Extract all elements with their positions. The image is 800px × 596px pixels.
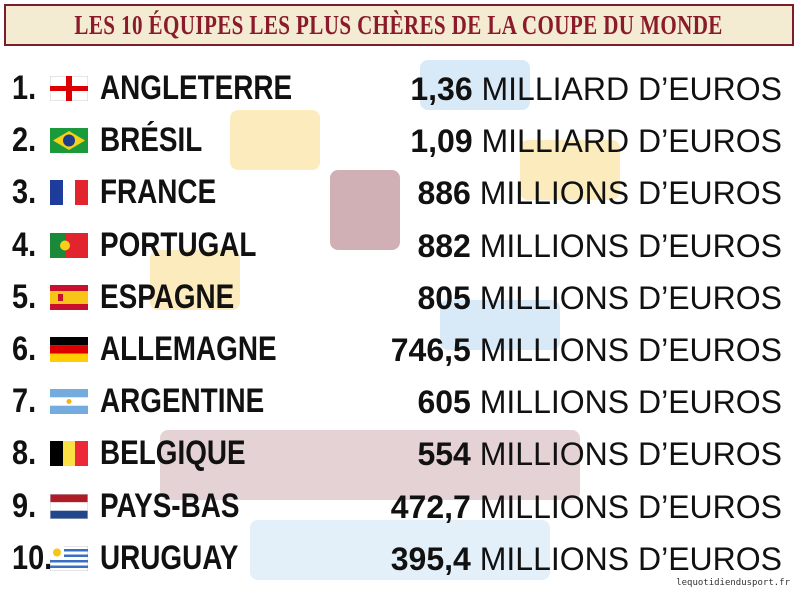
country-name: ARGENTINE <box>100 382 265 421</box>
rank: 7. <box>12 382 37 421</box>
list-row: 4. PORTUGAL 882 MILLIONS D’EUROS <box>0 221 800 269</box>
amount: 605 <box>417 384 471 421</box>
rank: 3. <box>12 173 37 212</box>
market-value: 395,4 MILLIONS D’EUROS <box>391 541 782 577</box>
unit: MILLIARD D’EUROS <box>481 123 783 160</box>
country-name: URUGUAY <box>100 538 239 577</box>
amount: 1,09 <box>410 123 473 160</box>
market-value: 554 MILLIONS D’EUROS <box>417 436 782 472</box>
list-row: 5. ESPAGNE 805 MILLIONS D’EUROS <box>0 273 800 321</box>
market-value: 472,7 MILLIONS D’EUROS <box>391 489 782 525</box>
country-name: ALLEMAGNE <box>100 330 277 368</box>
amount: 554 <box>417 436 471 473</box>
background-shape <box>250 520 550 580</box>
unit: MILLIONS D’EUROS <box>479 175 782 212</box>
flag-icon <box>50 441 88 467</box>
rank: 4. <box>12 225 37 264</box>
country-name: BELGIQUE <box>100 434 246 473</box>
amount: 1,36 <box>410 71 473 107</box>
source: lequotidiendusport.fr <box>676 578 790 588</box>
rank: 8. <box>12 434 37 473</box>
market-value: 605 MILLIONS D’EUROS <box>417 384 782 420</box>
list-row: 8. BELGIQUE 554 MILLIONS D’EUROS <box>0 429 800 477</box>
list-row: 1. ANGLETERRE 1,36 MILLIARD D’EUROS <box>0 64 800 112</box>
amount: 805 <box>417 279 471 316</box>
flag-icon <box>50 284 88 310</box>
background-shape <box>520 140 620 200</box>
list-row: 2. BRÉSIL 1,09 MILLIARD D’EUROS <box>0 116 800 164</box>
background-shape <box>230 110 320 170</box>
country-name: PORTUGAL <box>100 225 257 264</box>
rank: 5. <box>12 277 37 316</box>
unit: MILLIONS D’EUROS <box>479 227 782 264</box>
amount: 395,4 <box>390 540 471 577</box>
market-value: 886 MILLIONS D’EUROS <box>417 175 782 211</box>
flag-icon <box>50 76 88 101</box>
list-row: 9. PAYS-BAS 472,7 MILLIONS D’EUROS <box>0 482 800 530</box>
flag-icon <box>50 232 88 258</box>
flag-icon <box>50 128 88 154</box>
background-shape <box>420 60 530 110</box>
title: LES 10 ÉQUIPES LES PLUS CHÈRES DE LA COU… <box>74 9 724 40</box>
title-bar: LES 10 ÉQUIPES LES PLUS CHÈRES DE LA COU… <box>4 4 794 46</box>
amount: 746,5 <box>390 332 471 368</box>
background-shape <box>160 430 580 500</box>
country-name: FRANCE <box>100 173 217 212</box>
unit: MILLIONS D’EUROS <box>479 488 782 525</box>
unit: MILLIONS D’EUROS <box>479 279 782 316</box>
flag-icon <box>50 545 88 571</box>
rank: 1. <box>12 69 37 107</box>
rank: 2. <box>12 121 37 160</box>
flag-icon <box>50 337 88 362</box>
amount: 886 <box>417 175 471 212</box>
list-row: 7. ARGENTINE 605 MILLIONS D’EUROS <box>0 377 800 425</box>
market-value: 882 MILLIONS D’EUROS <box>417 228 782 264</box>
market-value: 1,09 MILLIARD D’EUROS <box>410 123 782 159</box>
flag-icon <box>50 180 88 206</box>
rank: 10. <box>12 538 53 577</box>
flag-icon <box>50 493 88 519</box>
amount: 882 <box>417 227 471 264</box>
unit: MILLIARD D’EUROS <box>481 71 783 107</box>
background-shape <box>440 300 560 350</box>
background-shape <box>330 170 400 250</box>
market-value: 746,5 MILLIONS D’EUROS <box>391 332 782 368</box>
rank: 9. <box>12 486 37 525</box>
list-row: 3. FRANCE 886 MILLIONS D’EUROS <box>0 168 800 216</box>
unit: MILLIONS D’EUROS <box>479 436 782 473</box>
unit: MILLIONS D’EUROS <box>479 332 782 368</box>
amount: 472,7 <box>390 488 471 525</box>
unit: MILLIONS D’EUROS <box>479 384 782 421</box>
background-shape <box>150 250 240 310</box>
flag-icon <box>50 389 88 415</box>
list-row: 10. URUGUAY 395,4 MILLIONS D’EUROS <box>0 534 800 582</box>
rank: 6. <box>12 330 37 368</box>
country-name: PAYS-BAS <box>100 486 240 525</box>
country-name: BRÉSIL <box>100 121 203 160</box>
market-value: 1,36 MILLIARD D’EUROS <box>410 71 782 107</box>
country-name: ANGLETERRE <box>100 69 293 107</box>
list-row: 6. ALLEMAGNE 746,5 MILLIONS D’EUROS <box>0 325 800 373</box>
market-value: 805 MILLIONS D’EUROS <box>417 280 782 316</box>
country-name: ESPAGNE <box>100 277 235 316</box>
unit: MILLIONS D’EUROS <box>479 540 782 577</box>
